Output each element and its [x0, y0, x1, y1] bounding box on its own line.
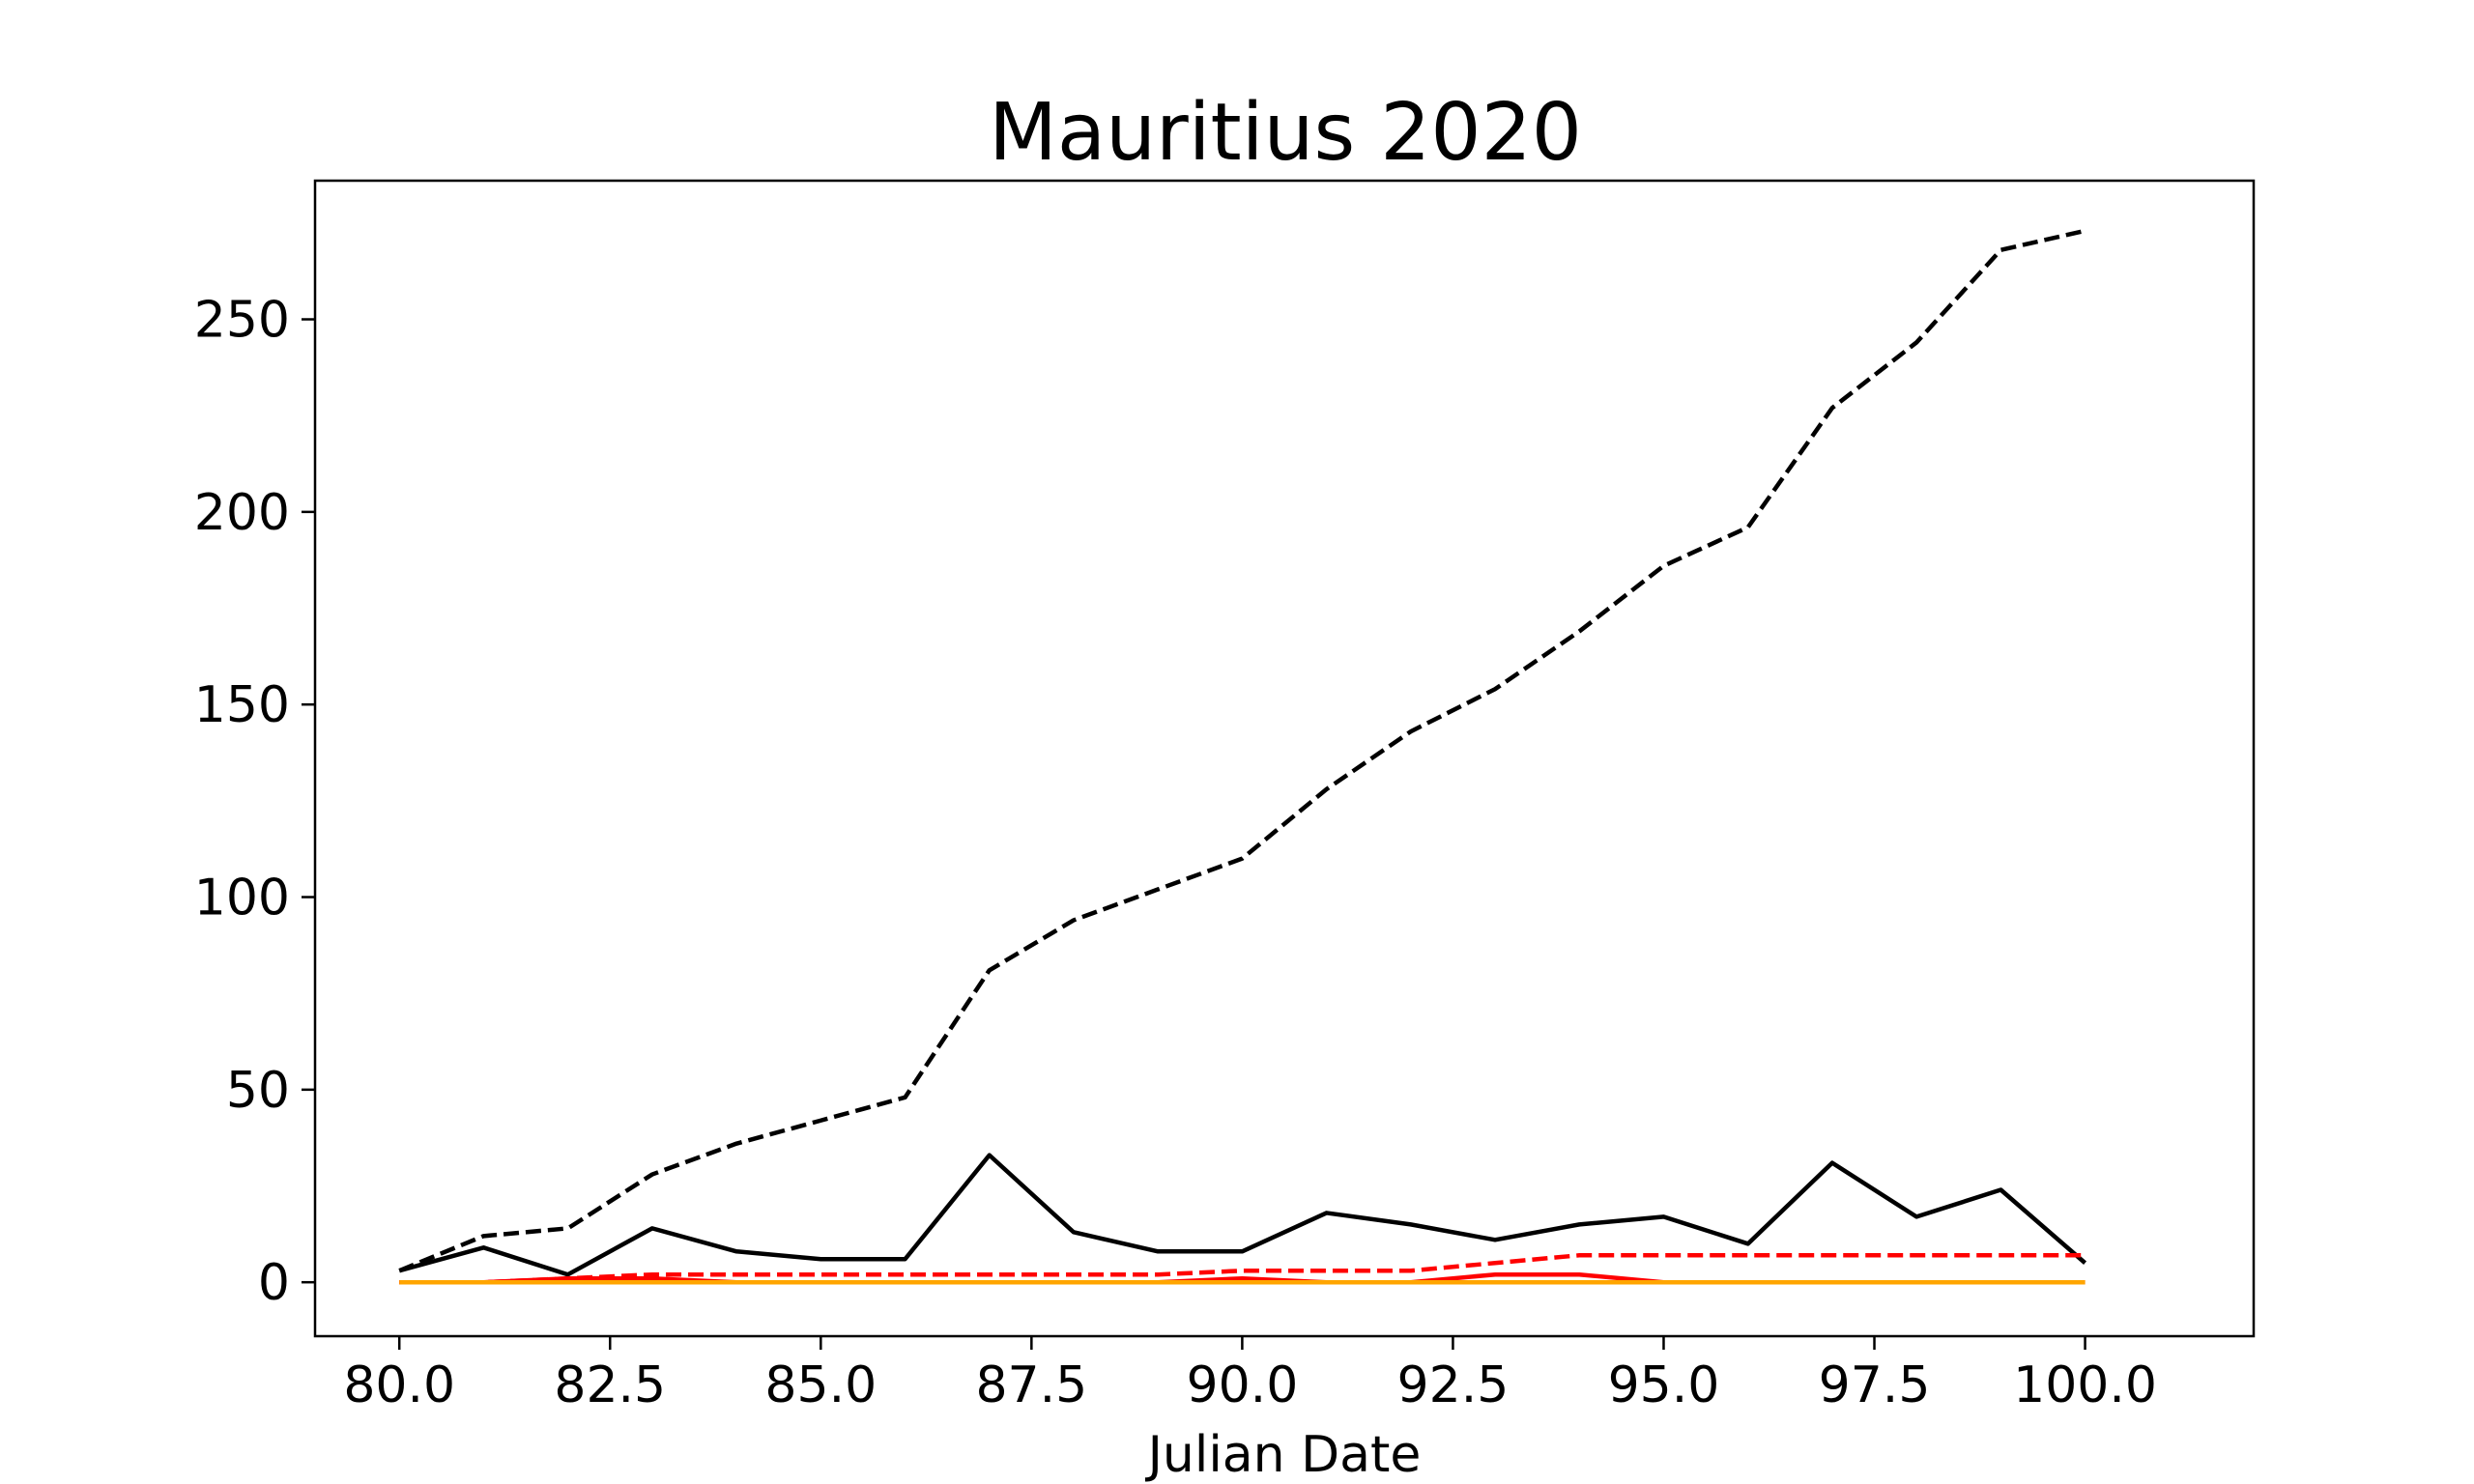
x-axis-title: Julian Date — [1145, 1426, 1422, 1484]
x-tick-label: 90.0 — [1187, 1356, 1299, 1414]
series-line-3 — [399, 1253, 2086, 1285]
x-tick-label: 85.0 — [764, 1356, 877, 1414]
y-tick-label: 100 — [194, 870, 290, 928]
series-line-2 — [398, 1153, 2087, 1277]
y-tick-label: 150 — [194, 676, 290, 734]
y-tick-label: 200 — [194, 484, 290, 542]
x-axis: 80.0 82.5 85.0 87.5 90.0 92.5 95.0 97.5 100.0 — [343, 1336, 2157, 1414]
y-tick-label: 50 — [226, 1062, 290, 1120]
x-tick-label: 97.5 — [1819, 1356, 1931, 1414]
y-tick-label: 0 — [258, 1254, 290, 1312]
chart-title: Mauritius 2020 — [989, 87, 1582, 179]
x-tick-label: 80.0 — [343, 1356, 455, 1414]
x-tick-label: 82.5 — [554, 1356, 666, 1414]
x-tick-label: 100.0 — [2013, 1356, 2157, 1414]
series-line-1 — [398, 228, 2086, 1273]
y-tick-label: 250 — [194, 292, 290, 350]
x-tick-label: 87.5 — [975, 1356, 1087, 1414]
x-tick-label: 95.0 — [1608, 1356, 1720, 1414]
x-tick-label: 92.5 — [1397, 1356, 1510, 1414]
series-layer — [398, 228, 2087, 1285]
y-axis: 0 50 100 150 200 250 — [194, 292, 315, 1312]
plot-frame — [313, 179, 2256, 1338]
